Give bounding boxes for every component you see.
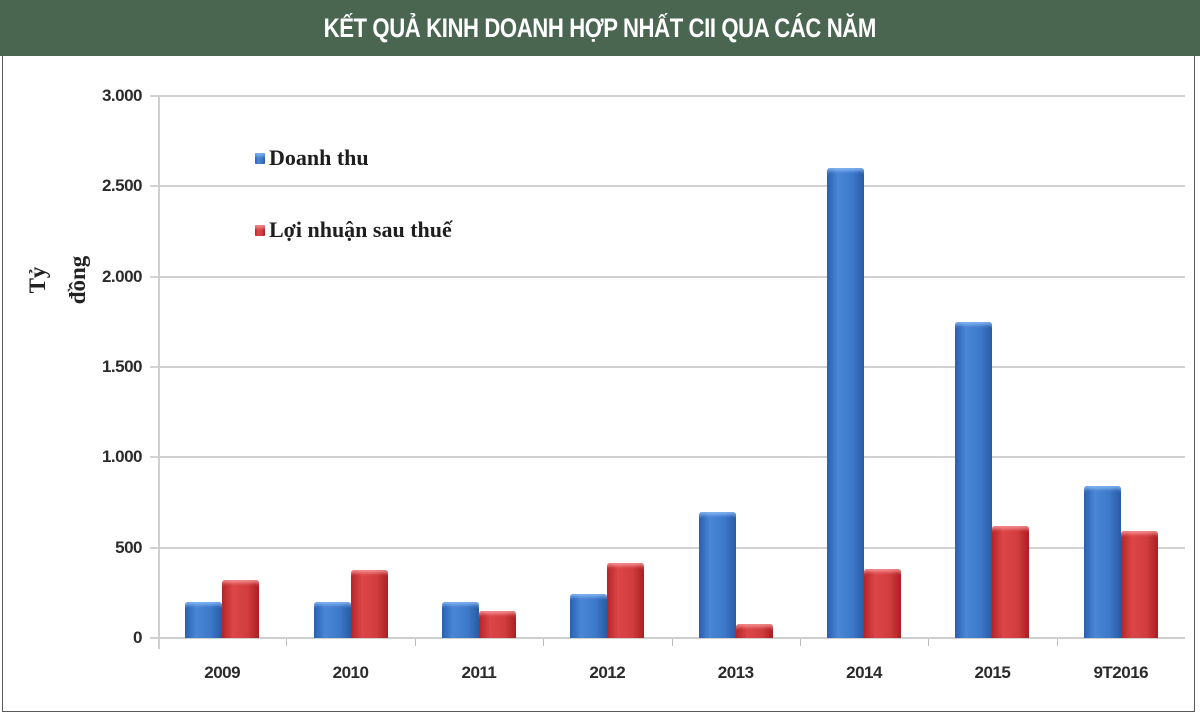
bar-revenue-2012	[570, 593, 608, 638]
x-tick-label: 2011	[461, 663, 497, 682]
chart-header: KẾT QUẢ KINH DOANH HỢP NHẤT CII QUA CÁC …	[0, 0, 1200, 56]
y-tick-label: 500	[115, 537, 142, 557]
y-tick-label: 2.500	[101, 176, 143, 196]
x-tick-mark	[414, 639, 416, 646]
legend-swatch-blue-icon	[255, 152, 265, 164]
legend: Doanh thu Lợi nhuận sau thuế	[255, 143, 452, 287]
legend-label: Doanh thu	[269, 145, 369, 170]
bar-revenue-9T2016	[1083, 486, 1121, 638]
bar-revenue-2013	[698, 511, 736, 638]
y-tick-label: 3.000	[101, 86, 143, 105]
gridline	[150, 546, 1185, 549]
bar-revenue-2010	[313, 601, 351, 638]
y-axis-line	[158, 96, 160, 649]
x-tick-mark	[543, 639, 545, 646]
x-tick-label: 2015	[974, 663, 1011, 682]
x-tick-label: 2012	[589, 663, 626, 682]
y-tick-label: 1.500	[101, 357, 143, 376]
bar-profit-2010	[350, 569, 388, 638]
x-tick-label: 2014	[846, 663, 882, 682]
y-tick-label: 2.000	[101, 266, 143, 286]
legend-item-revenue: Doanh thu	[255, 143, 452, 173]
x-tick-mark	[928, 639, 930, 646]
gridline	[150, 185, 1185, 188]
bar-profit-2015	[992, 525, 1030, 638]
bar-profit-2014	[864, 569, 902, 638]
x-tick-mark	[286, 639, 288, 646]
bar-revenue-2011	[441, 601, 479, 638]
bar-profit-9T2016	[1120, 530, 1158, 638]
bar-revenue-2014	[827, 168, 865, 638]
chart-title: KẾT QUẢ KINH DOANH HỢP NHẤT CII QUA CÁC …	[323, 12, 877, 43]
legend-label: Lợi nhuận sau thuế	[269, 217, 452, 242]
x-tick-mark	[799, 639, 801, 646]
x-tick-mark	[1056, 639, 1058, 646]
gridline	[150, 95, 1185, 97]
x-tick-mark	[671, 639, 673, 646]
gridline	[150, 366, 1185, 368]
x-tick-label: 2010	[332, 663, 369, 682]
bar-profit-2011	[478, 610, 516, 638]
bar-revenue-2009	[185, 601, 223, 638]
gridline	[150, 456, 1185, 459]
bar-profit-2013	[735, 623, 773, 638]
x-tick-label: 2009	[204, 663, 241, 682]
bar-profit-2009	[222, 580, 260, 638]
x-axis-line	[150, 637, 1185, 639]
gridline	[150, 275, 1185, 278]
x-tick-label: 9T2016	[1093, 663, 1149, 682]
bar-revenue-2015	[955, 321, 993, 638]
x-tick-label: 2013	[717, 663, 754, 682]
bar-profit-2012	[607, 563, 645, 638]
y-tick-label: 1.000	[101, 447, 143, 467]
legend-swatch-red-icon	[255, 224, 265, 236]
y-tick-label: 0	[133, 628, 142, 647]
legend-item-profit: Lợi nhuận sau thuế	[255, 215, 452, 245]
